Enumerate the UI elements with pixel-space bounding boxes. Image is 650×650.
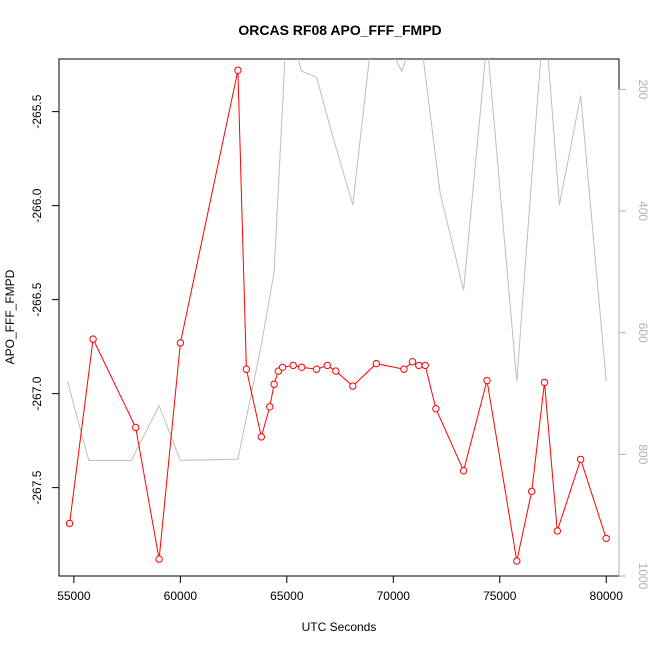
data-point [528,487,536,496]
data-point [89,335,97,343]
data-point [553,527,561,535]
y-tick-label: -265.5 [30,94,44,128]
data-point [312,365,321,373]
data-point [176,339,185,347]
data-point [540,378,549,387]
data-point [234,66,242,75]
x-tick-label: 75000 [483,589,517,603]
data-point [155,555,163,563]
chart-title: ORCAS RF08 APO_FFF_FMPD [238,22,441,38]
data-point [257,433,265,441]
series-red-layer [65,66,610,565]
data-point [266,403,274,411]
data-point [602,534,610,543]
data-point [421,361,429,370]
y2-tick-label: 1000 [636,563,650,590]
x-axis-label: UTC Seconds [302,620,377,634]
y2-tick-label: 600 [636,323,650,343]
y2-tick-label: 200 [636,79,650,99]
y2-tick-label: 400 [636,201,650,221]
data-point [432,405,440,413]
data-point [513,557,521,565]
data-point [483,376,491,385]
series-0-line [69,70,607,562]
data-point [132,423,140,432]
axes-layer: 55000 60000 65000 70000 75000 80000 -267.5 -267… [30,79,650,603]
data-point [577,455,585,464]
x-tick-label: 80000 [590,589,624,603]
series-1-line [67,59,607,461]
y-tick-label: -267.0 [30,376,44,410]
x-tick-label: 65000 [270,589,304,603]
y-tick-label: -266.0 [30,188,44,222]
series-gray-layer [67,59,607,461]
x-tick-label: 60000 [164,589,198,603]
x-tick-label: 70000 [377,589,411,603]
data-point [270,380,278,388]
y-axis-label: APO_FFF_FMPD [3,269,17,364]
data-point [298,363,306,371]
data-point [408,358,417,366]
data-point [332,367,340,375]
data-point [323,361,331,370]
data-point [372,359,380,368]
data-point [278,363,287,371]
y2-tick-label: 800 [636,444,650,464]
data-point [415,361,423,370]
data-point [242,365,251,373]
x-tick-label: 55000 [57,589,91,603]
data-point [289,361,297,370]
data-point [65,519,74,528]
y-tick-label: -266.5 [30,282,44,316]
y-tick-label: -267.5 [30,470,44,504]
data-point [400,365,408,373]
data-point [349,382,357,390]
data-point [459,467,468,475]
